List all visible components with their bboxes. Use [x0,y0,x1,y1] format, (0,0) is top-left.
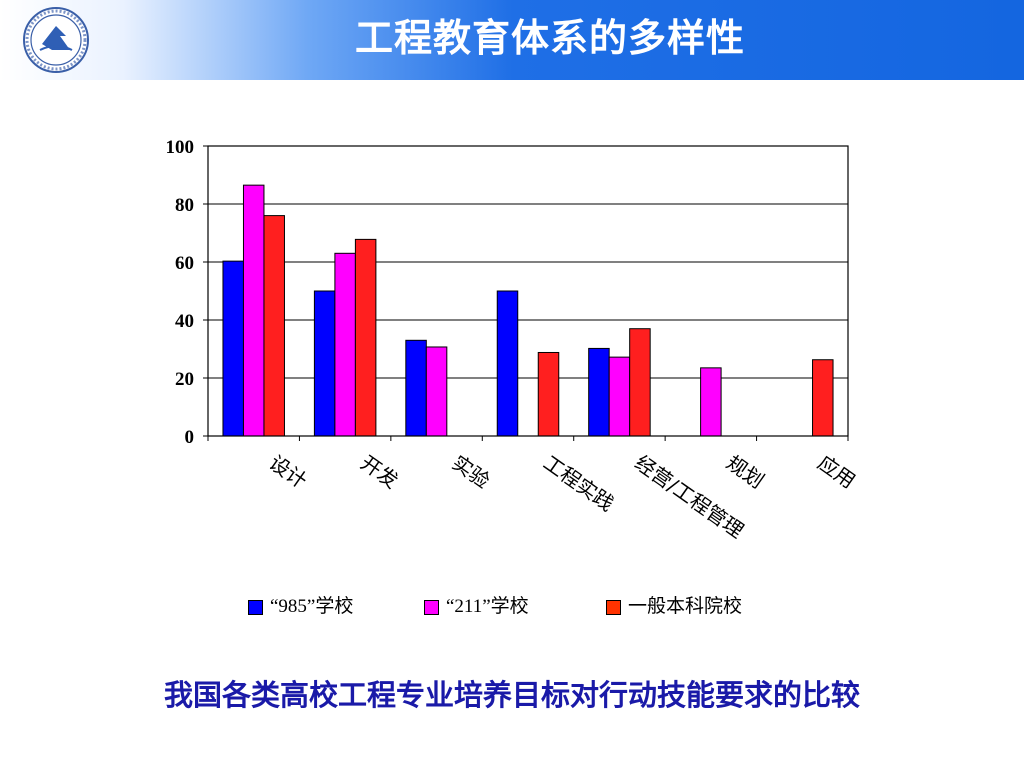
university-logo-icon [23,7,89,73]
x-tick-label: 规划 [722,450,769,493]
bar [242,184,265,437]
x-tick-label: 工程实践 [539,450,618,516]
legend-label-985: “985”学校 [270,596,354,617]
y-tick-label: 60 [175,253,194,274]
y-tick-label: 40 [175,311,194,332]
bar [629,328,651,437]
x-tick-label: 应用 [813,450,860,493]
bar [588,347,610,437]
x-tick-label: 设计 [265,450,312,493]
y-tick-label: 80 [175,195,194,216]
bar [812,359,834,437]
x-tick-label: 开发 [356,450,403,493]
legend-label-general: 一般本科院校 [628,596,743,617]
bar [608,356,631,437]
y-tick-label: 0 [185,427,195,448]
bar [425,346,448,437]
chart-legend: “985”学校 “211”学校 一般本科院校 [0,593,1024,623]
page-title: 工程教育体系的多样性 [354,16,745,60]
bar [537,351,560,437]
legend-swatch-general [606,600,621,615]
chart-caption: 我国各类高校工程专业培养目标对行动技能要求的比较 [163,678,860,712]
bar [700,367,722,437]
bar [405,339,427,437]
plot-frame [207,145,849,437]
legend-swatch-985 [248,600,263,615]
title-banner: 工程教育体系的多样性 [0,0,1024,80]
bar [313,290,336,437]
legend-swatch-211 [424,600,439,615]
bar [334,252,356,437]
bar [222,260,244,437]
y-tick-label: 20 [175,369,194,390]
y-tick-label: 100 [166,137,195,158]
bar [354,238,377,437]
bar [263,215,285,437]
bar [496,290,519,437]
plot-area [208,146,848,436]
legend-label-211: “211”学校 [446,596,529,617]
x-tick-label: 实验 [448,450,495,493]
